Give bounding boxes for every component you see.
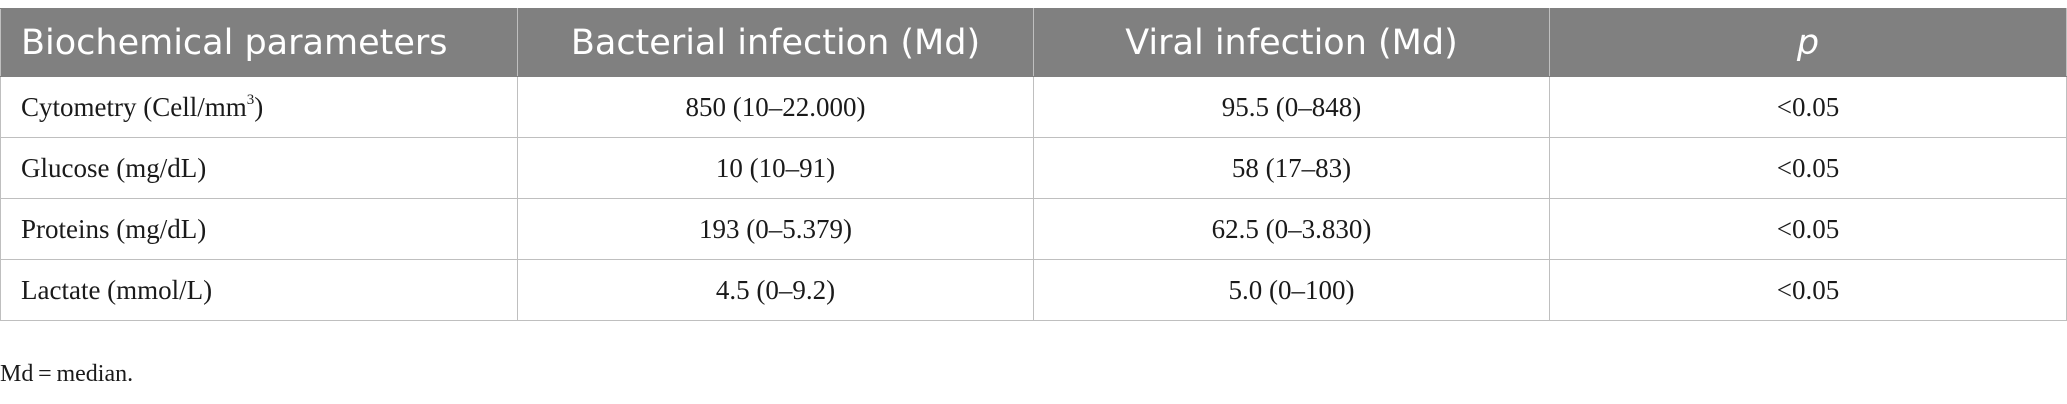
parameter-suffix: ) (254, 91, 264, 122)
table-row: Cytometry (Cell/mm3) 850 (10–22.000) 95.… (0, 76, 2067, 138)
cell-bacterial: 4.5 (0–9.2) (517, 259, 1034, 321)
cell-p-value: <0.05 (1549, 137, 2067, 199)
table-row: Lactate (mmol/L) 4.5 (0–9.2) 5.0 (0–100)… (0, 259, 2067, 321)
cell-viral: 95.5 (0–848) (1033, 76, 1550, 138)
cell-bacterial: 10 (10–91) (517, 137, 1034, 199)
table-footnote: Md = median. (0, 361, 134, 387)
header-biochemical-parameters: Biochemical parameters (0, 8, 518, 77)
table-header-row: Biochemical parameters Bacterial infecti… (0, 8, 2067, 77)
header-viral-infection: Viral infection (Md) (1033, 8, 1550, 77)
cell-p-value: <0.05 (1549, 76, 2067, 138)
cell-bacterial: 850 (10–22.000) (517, 76, 1034, 138)
cell-parameter: Glucose (mg/dL) (0, 137, 518, 199)
cell-p-value: <0.05 (1549, 259, 2067, 321)
parameter-text: Cytometry (Cell/mm (21, 91, 247, 122)
table-row: Glucose (mg/dL) 10 (10–91) 58 (17–83) <0… (0, 137, 2067, 199)
cell-viral: 58 (17–83) (1033, 137, 1550, 199)
cell-viral: 62.5 (0–3.830) (1033, 198, 1550, 260)
cell-bacterial: 193 (0–5.379) (517, 198, 1034, 260)
cell-parameter: Lactate (mmol/L) (0, 259, 518, 321)
cell-viral: 5.0 (0–100) (1033, 259, 1550, 321)
header-bacterial-infection: Bacterial infection (Md) (517, 8, 1034, 77)
superscript: 3 (246, 91, 255, 108)
cell-parameter: Cytometry (Cell/mm3) (0, 76, 518, 138)
table-row: Proteins (mg/dL) 193 (0–5.379) 62.5 (0–3… (0, 198, 2067, 260)
data-table-container: Biochemical parameters Bacterial infecti… (0, 8, 2067, 321)
cell-p-value: <0.05 (1549, 198, 2067, 260)
header-p-value: p (1549, 8, 2067, 77)
cell-parameter: Proteins (mg/dL) (0, 198, 518, 260)
biochemical-parameters-table: Biochemical parameters Bacterial infecti… (0, 8, 2067, 321)
